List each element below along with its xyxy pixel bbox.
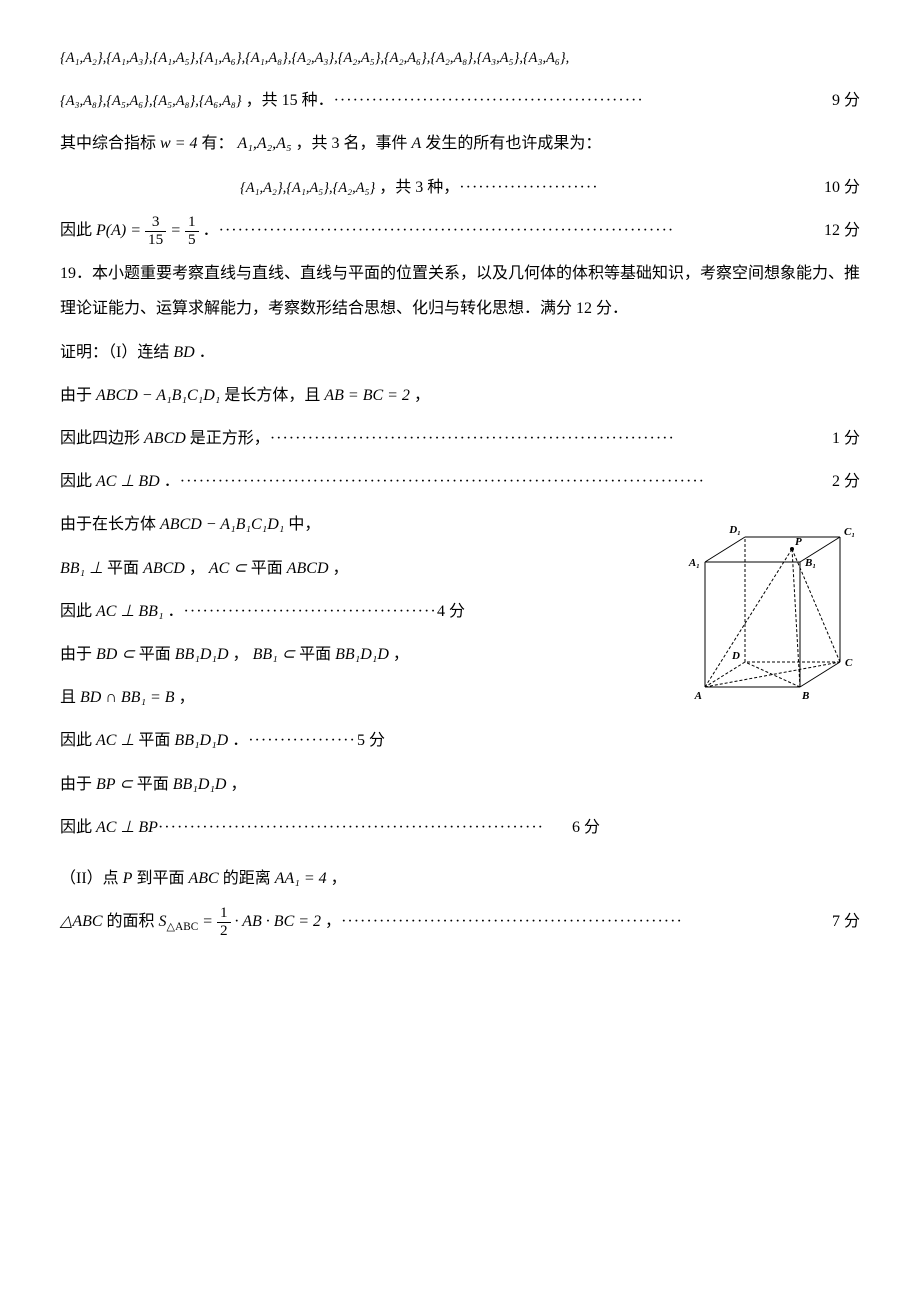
ab-bc-eq: AB = BC = 2 <box>324 387 410 404</box>
ac-perp-bd: AC ⊥ BD <box>96 473 160 490</box>
w4-line: 其中综合指标 w = 4 有： A₁,A₂,A₅ ，共 3 名，事件 A 发生的… <box>60 126 860 161</box>
score-4: 4 分 <box>437 594 665 629</box>
w4-tail: 发生的所有也许成果为： <box>425 135 601 152</box>
ac-perp-bp: AC ⊥ BP <box>96 819 158 836</box>
w4-eq: w = 4 <box>160 135 197 152</box>
l13: 因此 AC ⊥ 平面 BB₁D₁D ． ····················… <box>60 723 665 758</box>
l14: 由于 BP ⊂ 平面 BB₁D₁D ， <box>60 767 860 802</box>
score-7: 7 分 <box>832 904 860 939</box>
score-9: 9 分 <box>832 83 860 118</box>
l8: 由于在长方体 ABCD − A₁B₁C₁D₁ 中， <box>60 507 860 542</box>
aa1-eq: AA₁ = 4 <box>275 870 327 887</box>
w4-items: A₁,A₂,A₅ <box>238 135 292 152</box>
w4-mid: 有： <box>201 135 233 152</box>
proof-head: 证明：（I）连结 BD ． <box>60 335 860 370</box>
sets-list-1: {A₁,A₂},{A₁,A₃},{A₁,A₅},{A₁,A₆},{A₁,A₈},… <box>60 50 569 66</box>
pa-line: 因此 P(A) = 3 15 = 1 5 ． ·················… <box>60 213 860 249</box>
dot-leader: ········································… <box>248 723 357 758</box>
l5: 由于 ABCD − A₁B₁C₁D₁ 是长方体，且 AB = BC = 2 ， <box>60 378 860 413</box>
l10: 因此 AC ⊥ BB₁ ． ··························… <box>60 594 665 629</box>
l12: 且 BD ∩ BB₁ = B ， <box>60 680 860 715</box>
sets3: {A₁,A₂},{A₁,A₅},{A₂,A₅} <box>240 180 375 196</box>
bd-cap-bb1: BD ∩ BB₁ = B <box>80 689 175 706</box>
dot-leader: ······················ <box>459 170 824 205</box>
frac-1-2: 1 2 <box>217 905 231 939</box>
dot-leader: ········································… <box>334 83 832 118</box>
dot-leader: ········································… <box>184 594 437 629</box>
dot-leader: ········································… <box>219 213 824 248</box>
dot-leader: ········································… <box>341 904 832 939</box>
abcd: ABCD <box>144 430 186 447</box>
w4-ev: A <box>412 135 422 152</box>
cuboid-name-2: ABCD − A₁B₁C₁D₁ <box>160 516 284 533</box>
pa-expr: P(A) = <box>96 222 141 239</box>
ac-perp-bb1: AC ⊥ BB₁ <box>96 603 164 620</box>
bd: BD <box>173 344 194 361</box>
w4-mid2: ，共 3 名，事件 <box>296 135 408 152</box>
sets-enum-2: {A₃,A₈},{A₅,A₆},{A₅,A₈},{A₆,A₈} ，共 15 种．… <box>60 83 860 118</box>
proof-dot: ． <box>199 344 215 361</box>
l17: △ABC 的面积 S△ABC = 1 2 · AB · BC = 2 ， ···… <box>60 904 860 940</box>
dot-leader: ········································… <box>270 421 832 456</box>
l6: 因此四边形 ABCD 是正方形， ·······················… <box>60 421 860 456</box>
score-12: 12 分 <box>824 213 860 248</box>
score-2: 2 分 <box>832 464 860 499</box>
sets-list-2: {A₃,A₈},{A₅,A₆},{A₅,A₈},{A₆,A₈} <box>60 93 242 109</box>
dot-leader: ········································… <box>158 810 572 845</box>
frac-1-5: 1 5 <box>185 214 199 248</box>
score-5: 5 分 <box>357 723 665 758</box>
cuboid-name: ABCD − A₁B₁C₁D₁ <box>96 387 220 404</box>
score-10: 10 分 <box>824 170 860 205</box>
q19-intro: 19．本小题重要考察直线与直线、直线与平面的位置关系，以及几何体的体积等基础知识… <box>60 256 860 326</box>
l7: 因此 AC ⊥ BD ． ···························… <box>60 464 860 499</box>
l11: 由于 BD ⊂ 平面 BB₁D₁D ， BB₁ ⊂ 平面 BB₁D₁D ， <box>60 637 860 672</box>
dot-leader: ········································… <box>180 464 832 499</box>
score-6: 6 分 <box>572 810 860 845</box>
frac-3-15: 3 15 <box>145 214 166 248</box>
pa-pre: 因此 <box>60 222 92 239</box>
pa-dot: ． <box>203 222 219 239</box>
w4-pre: 其中综合指标 <box>60 135 156 152</box>
sets3-tail: ，共 3 种， <box>379 179 459 196</box>
l9: BB₁ ⊥ 平面 ABCD ， AC ⊂ 平面 ABCD ， <box>60 551 860 586</box>
l15: 因此 AC ⊥ BP ·····························… <box>60 810 860 845</box>
proof-head-text: 证明：（I）连结 <box>60 344 169 361</box>
eq: = <box>170 222 181 239</box>
sets-enum-1: {A₁,A₂},{A₁,A₃},{A₁,A₅},{A₁,A₆},{A₁,A₈},… <box>60 40 860 75</box>
sets-tail: ，共 15 种． <box>246 92 334 109</box>
sets3-line: {A₁,A₂},{A₁,A₅},{A₂,A₅} ，共 3 种， ········… <box>60 170 860 205</box>
l16: （II）点 P 到平面 ABC 的距离 AA₁ = 4 ， <box>60 861 860 896</box>
score-1: 1 分 <box>832 421 860 456</box>
